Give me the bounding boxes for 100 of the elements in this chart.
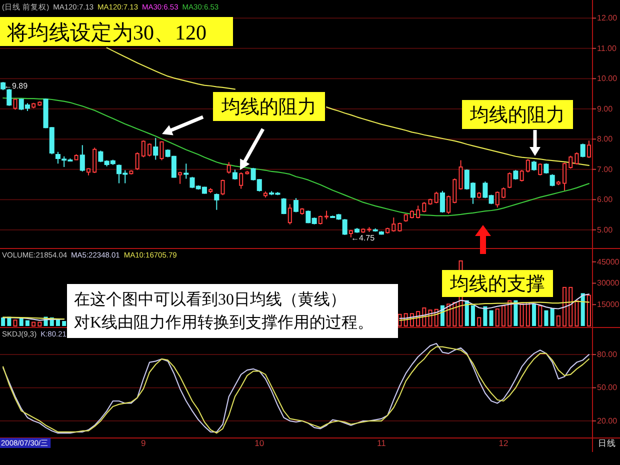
- candlestick: [532, 160, 537, 172]
- candlestick: [501, 187, 506, 199]
- candlestick: [458, 160, 463, 190]
- bar: [489, 310, 494, 326]
- bar: [452, 302, 457, 326]
- candlestick: [574, 152, 579, 166]
- candlestick: [538, 162, 542, 176]
- candlestick: [361, 228, 366, 234]
- x-tick-label: 12: [498, 438, 508, 448]
- y-tick-label: 50.00: [597, 383, 618, 392]
- candlestick: [245, 170, 250, 176]
- candlestick: [80, 144, 85, 172]
- candlestick: [550, 174, 555, 187]
- candlestick: [220, 179, 225, 196]
- bar: [562, 286, 567, 326]
- candlestick: [440, 190, 445, 214]
- candlestick: [428, 198, 432, 206]
- y-tick-label: 45000: [597, 257, 620, 266]
- candlestick: [318, 215, 322, 225]
- candlestick: [208, 188, 213, 194]
- y-tick-label: 7.00: [597, 164, 614, 174]
- candlestick: [477, 192, 482, 199]
- candlestick: [562, 162, 567, 192]
- candlestick: [293, 198, 299, 213]
- candlestick: [141, 140, 146, 158]
- candlestick: [520, 169, 524, 182]
- candlestick: [300, 208, 304, 216]
- candlestick: [288, 204, 292, 225]
- candlestick: [508, 172, 512, 189]
- annotation: 对K线由阻力作用转换到支撑作用的过程。: [74, 314, 374, 332]
- bar: [532, 303, 536, 326]
- candlestick: [446, 195, 451, 214]
- candlestick: [13, 98, 18, 110]
- candlestick: [354, 228, 360, 234]
- y-tick-label: 6.00: [597, 195, 614, 204]
- bar: [514, 300, 518, 326]
- candlestick: [86, 168, 91, 176]
- candlestick: [495, 190, 500, 208]
- candlestick: [38, 100, 42, 106]
- candlestick: [153, 137, 158, 160]
- x-tick-label: 11: [377, 438, 386, 448]
- candlestick: [556, 180, 560, 186]
- y-tick-label: 8.00: [597, 134, 614, 144]
- x-tick-label: 10: [254, 438, 264, 448]
- bar: [477, 317, 482, 326]
- candlestick: [416, 205, 420, 219]
- candlestick: [32, 102, 36, 109]
- candlestick: [342, 218, 348, 236]
- candlestick: [367, 226, 372, 232]
- bar: [526, 302, 530, 326]
- y-tick-label: 15000: [597, 300, 620, 310]
- annotation: ←4.75: [351, 234, 376, 242]
- candlestick: [386, 227, 390, 234]
- bar: [501, 305, 506, 326]
- candlestick: [148, 142, 152, 157]
- candlestick: [378, 230, 384, 236]
- annotation: 在这个图中可以看到30日均线（黄线）: [74, 290, 346, 308]
- text: 日线: [598, 438, 616, 448]
- candlestick: [324, 210, 329, 220]
- candlestick: [74, 154, 78, 161]
- bar: [556, 315, 560, 326]
- y-tick-label: 12.00: [597, 14, 618, 23]
- candlestick: [239, 172, 244, 190]
- candlestick: [398, 222, 402, 232]
- bar: [19, 318, 24, 326]
- candlestick: [452, 178, 457, 204]
- candlestick: [214, 193, 220, 210]
- candlestick: [135, 152, 140, 170]
- candlestick: [434, 191, 438, 204]
- bar: [574, 300, 579, 326]
- candlestick: [0, 81, 6, 91]
- y-tick-label: 11.00: [597, 44, 617, 53]
- bar: [568, 286, 573, 326]
- bar: [544, 310, 548, 326]
- bar: [508, 300, 512, 326]
- candlestick: [281, 198, 286, 215]
- bar: [38, 322, 42, 326]
- bar: [580, 293, 585, 326]
- line-series: [2, 97, 590, 216]
- bar: [32, 322, 36, 326]
- candlestick: [184, 163, 189, 180]
- bar: [483, 306, 488, 326]
- y-tick-label: 9.00: [597, 104, 614, 114]
- bar: [62, 321, 66, 326]
- candlestick: [160, 140, 164, 161]
- candlestick: [129, 170, 134, 176]
- bar: [538, 305, 542, 326]
- candlestick: [348, 229, 353, 238]
- y-tick-label: 5.00: [597, 225, 614, 234]
- bar: [464, 300, 469, 326]
- bar: [550, 308, 554, 326]
- candlestick: [404, 213, 408, 222]
- bar: [25, 320, 30, 326]
- candlestick: [422, 202, 426, 213]
- candlestick: [372, 228, 378, 232]
- candlestick: [568, 155, 573, 169]
- text: 将均线设定为30、120: [6, 20, 206, 44]
- candlestick: [586, 140, 591, 158]
- candlestick: [226, 162, 231, 174]
- candlestick: [263, 190, 268, 198]
